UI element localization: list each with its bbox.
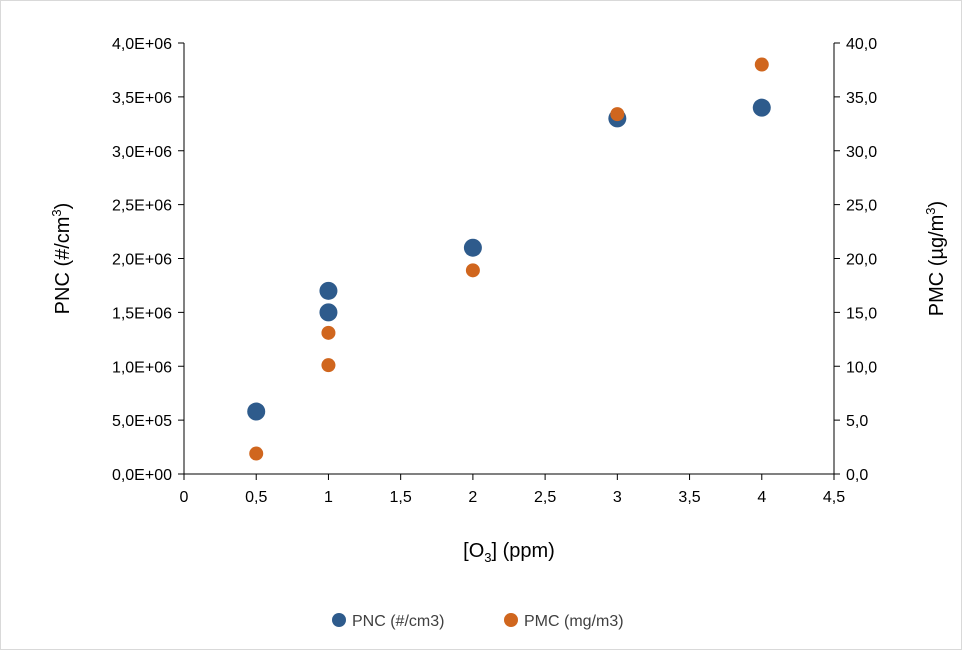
axis-title-tail: ) [52, 203, 74, 210]
x-tick-label: 1,5 [390, 489, 412, 506]
y-left-tick-label: 2,0E+06 [112, 252, 172, 269]
pnc-point [319, 303, 338, 322]
y-left-tick-label: 4,0E+06 [112, 36, 172, 53]
axis-title-superscript: 3 [923, 207, 938, 214]
legend-marker-pmc [504, 613, 518, 627]
legend-label-pnc: PNC (#/cm3) [352, 613, 444, 630]
y-right-tick-label: 40,0 [846, 36, 877, 53]
y-left-tick-label: 0,0E+00 [112, 467, 172, 484]
x-tick-label: 4 [757, 489, 766, 506]
legend: PNC (#/cm3) PMC (mg/m3) [332, 613, 624, 630]
pmc-point [321, 358, 336, 373]
y-right-tick-label: 25,0 [846, 198, 877, 215]
y-right-tick-label: 35,0 [846, 90, 877, 107]
y-left-tick-label: 1,0E+06 [112, 359, 172, 376]
points-group [247, 57, 771, 461]
axis-title-main: PNC (#/cm [52, 217, 74, 315]
axis-title-tail: ) [926, 201, 948, 208]
y-left-tick-label: 1,5E+06 [112, 305, 172, 322]
y-left-tick-label: 5,0E+05 [112, 413, 172, 430]
legend-label-pmc: PMC (mg/m3) [524, 613, 624, 630]
legend-marker-pnc [332, 613, 346, 627]
axes-group: 0 0,5 1 1,5 2 2,5 3 3,5 4 4,5 0,0E+00 5,0E+05 1,0E+0… [112, 36, 877, 506]
axis-title-main: [O [463, 540, 484, 562]
x-tick-label: 4,5 [823, 489, 845, 506]
pmc-point [249, 446, 264, 461]
x-axis-title: [O3] (ppm) [463, 540, 555, 565]
pnc-point [319, 281, 338, 300]
pnc-point [247, 402, 266, 421]
y-left-tick-label: 2,5E+06 [112, 198, 172, 215]
axis-title-superscript: 3 [49, 209, 64, 216]
y-right-tick-label: 30,0 [846, 144, 877, 161]
y-right-tick-label: 0,0 [846, 467, 868, 484]
y-right-axis-title: PMC (µg/m3) [923, 201, 948, 316]
x-tick-label: 3,5 [678, 489, 700, 506]
pmc-point [610, 107, 625, 122]
x-tick-label: 0 [180, 489, 189, 506]
axis-title-tail: ] (ppm) [492, 540, 555, 562]
axis-title-subscript: 3 [484, 550, 491, 565]
x-tick-label: 2 [468, 489, 477, 506]
axis-title-main: PMC (µg/m [926, 215, 948, 317]
y-right-tick-label: 5,0 [846, 413, 868, 430]
pnc-point [752, 98, 771, 117]
y-right-tick-label: 10,0 [846, 359, 877, 376]
y-left-axis-title: PNC (#/cm3) [49, 203, 74, 315]
pmc-point [465, 263, 480, 278]
x-tick-label: 3 [613, 489, 622, 506]
y-right-tick-label: 15,0 [846, 305, 877, 322]
x-tick-label: 2,5 [534, 489, 556, 506]
y-right-tick-label: 20,0 [846, 252, 877, 269]
pmc-point [754, 57, 769, 72]
x-tick-label: 1 [324, 489, 333, 506]
y-left-tick-label: 3,5E+06 [112, 90, 172, 107]
y-left-tick-label: 3,0E+06 [112, 144, 172, 161]
pnc-point [463, 238, 482, 257]
pmc-point [321, 325, 336, 340]
x-tick-label: 0,5 [245, 489, 267, 506]
